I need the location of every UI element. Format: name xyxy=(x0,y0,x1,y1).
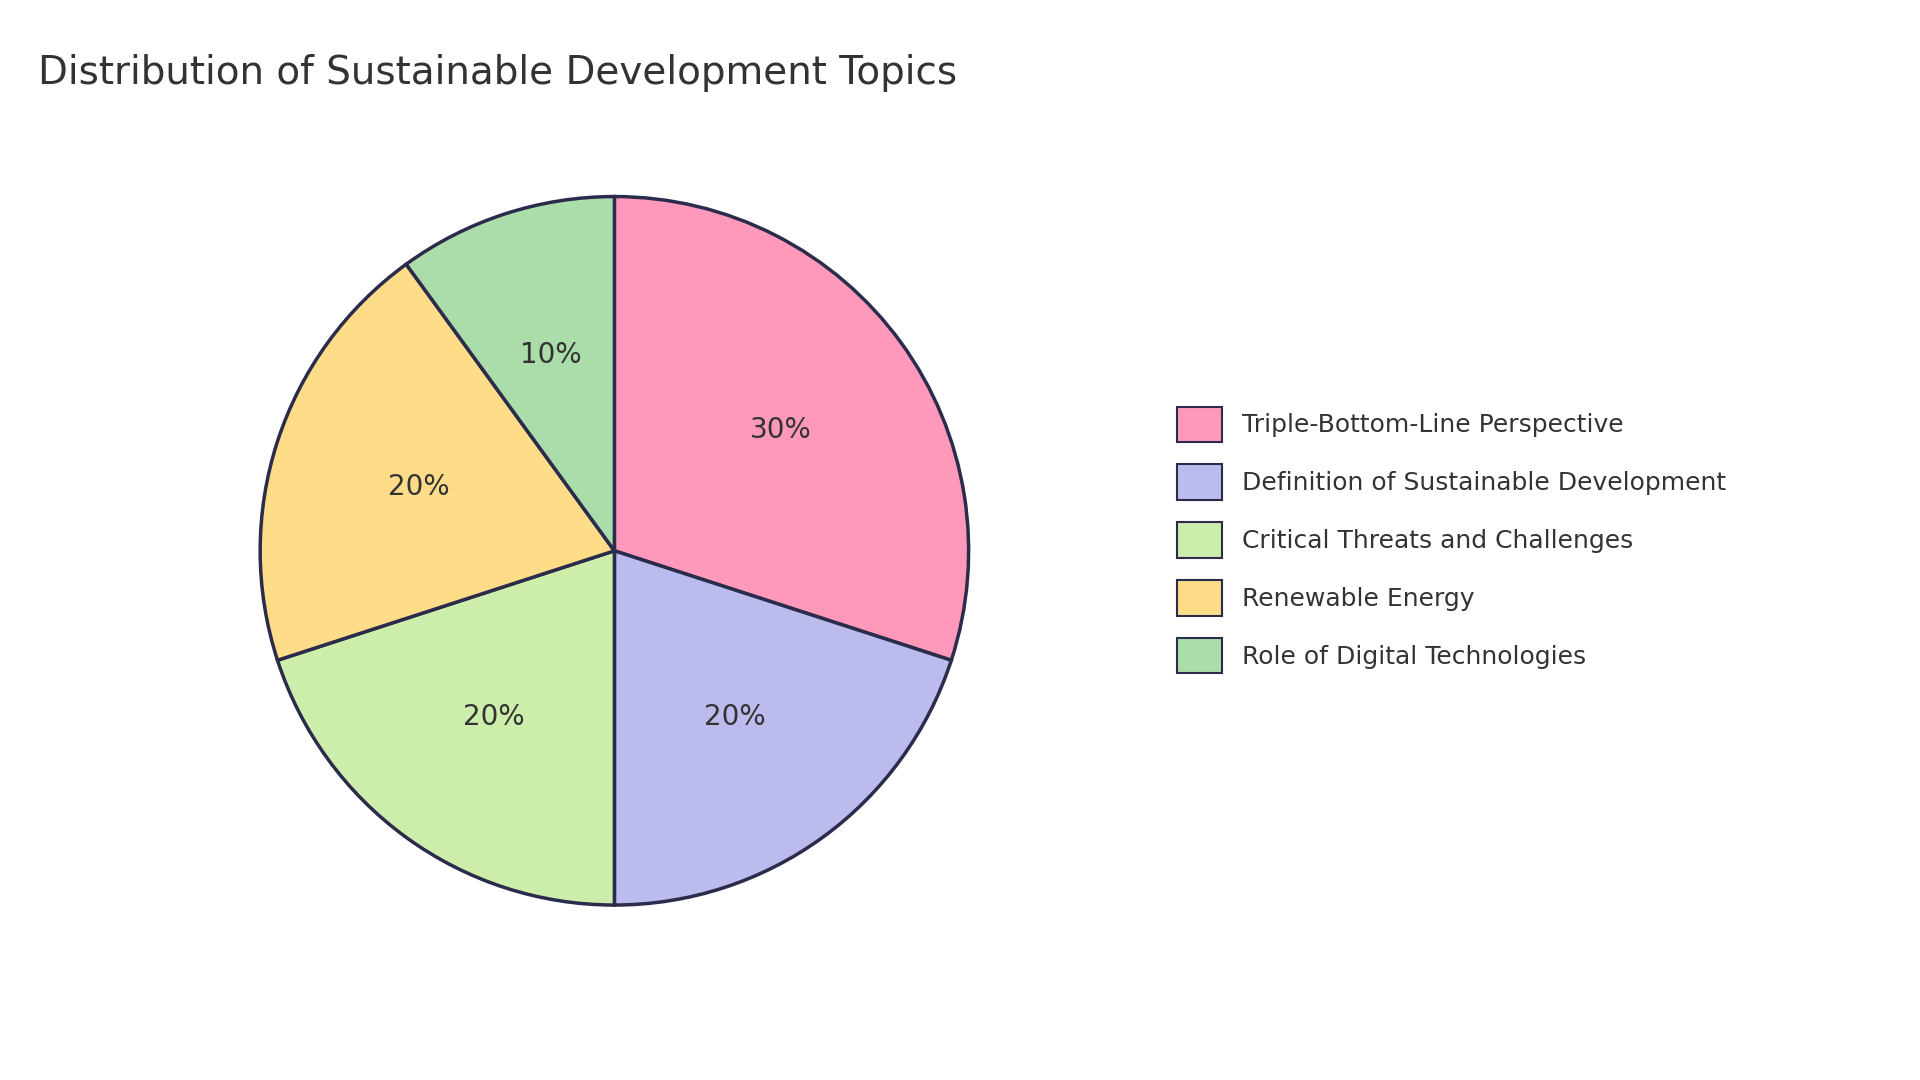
Legend: Triple-Bottom-Line Perspective, Definition of Sustainable Development, Critical : Triple-Bottom-Line Perspective, Definiti… xyxy=(1165,394,1740,686)
Text: 10%: 10% xyxy=(520,341,582,369)
Text: Distribution of Sustainable Development Topics: Distribution of Sustainable Development … xyxy=(38,54,958,92)
Text: 20%: 20% xyxy=(388,473,449,501)
Wedge shape xyxy=(278,551,614,905)
Wedge shape xyxy=(261,265,614,660)
Text: 20%: 20% xyxy=(705,703,766,731)
Text: 20%: 20% xyxy=(463,703,524,731)
Wedge shape xyxy=(407,197,614,551)
Wedge shape xyxy=(614,551,950,905)
Wedge shape xyxy=(614,197,968,660)
Text: 30%: 30% xyxy=(749,416,812,444)
